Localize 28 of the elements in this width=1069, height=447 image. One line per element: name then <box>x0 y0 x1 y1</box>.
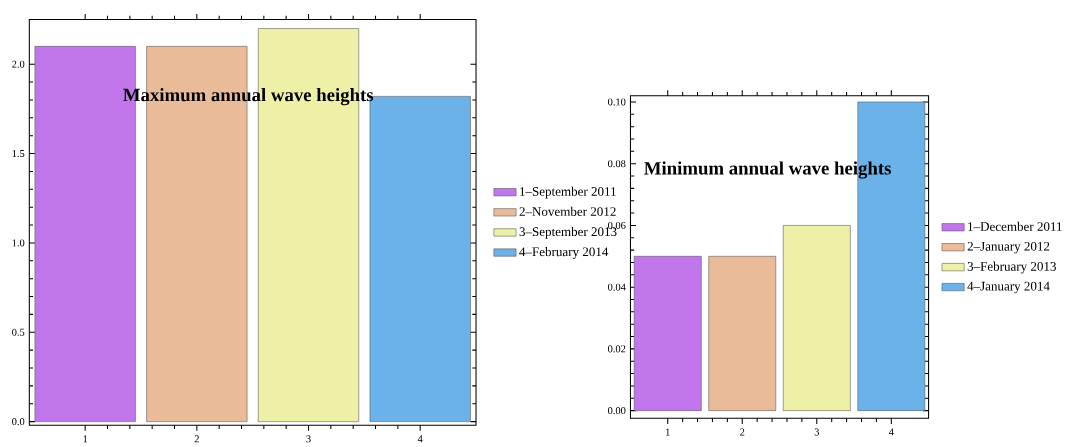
legend-label: 1–December 2011 <box>968 221 1062 232</box>
legend-label: 3–September 2013 <box>519 227 617 239</box>
y-tick-label: 0.06 <box>608 222 626 230</box>
legend-label: 4–January 2014 <box>967 281 1050 294</box>
y-tick-label: 0.0 <box>12 418 25 426</box>
x-tick-label: 3 <box>306 435 311 443</box>
y-tick-label: 1.0 <box>12 239 25 247</box>
x-tick-label: 1 <box>83 435 88 443</box>
x-tick-label: 4 <box>888 428 894 436</box>
y-tick-label: 0.02 <box>608 345 626 353</box>
legend-label: 2–November 2012 <box>519 206 616 217</box>
legend-label: 3–February 2013 <box>967 261 1056 274</box>
y-tick-label: 0.04 <box>608 283 626 291</box>
x-tick-label: 2 <box>194 435 199 443</box>
y-tick-label: 0.5 <box>12 328 25 336</box>
y-tick-label: 0.10 <box>608 98 626 106</box>
y-tick-label: 0.08 <box>608 160 626 168</box>
legend-label: 1–September 2011 <box>520 186 616 199</box>
y-tick-label: 2.0 <box>12 60 25 68</box>
x-tick-label: 4 <box>417 435 423 443</box>
legend-label: 4–February 2014 <box>519 247 609 260</box>
y-tick-label: 1.5 <box>12 150 25 158</box>
x-tick-label: 1 <box>666 428 670 436</box>
x-tick-label: 2 <box>740 428 745 436</box>
legend-label: 2–January 2012 <box>967 242 1050 254</box>
y-tick-label: 0.00 <box>608 407 626 415</box>
x-tick-label: 3 <box>814 428 819 436</box>
text: Maximum annual wave heights <box>123 88 374 106</box>
